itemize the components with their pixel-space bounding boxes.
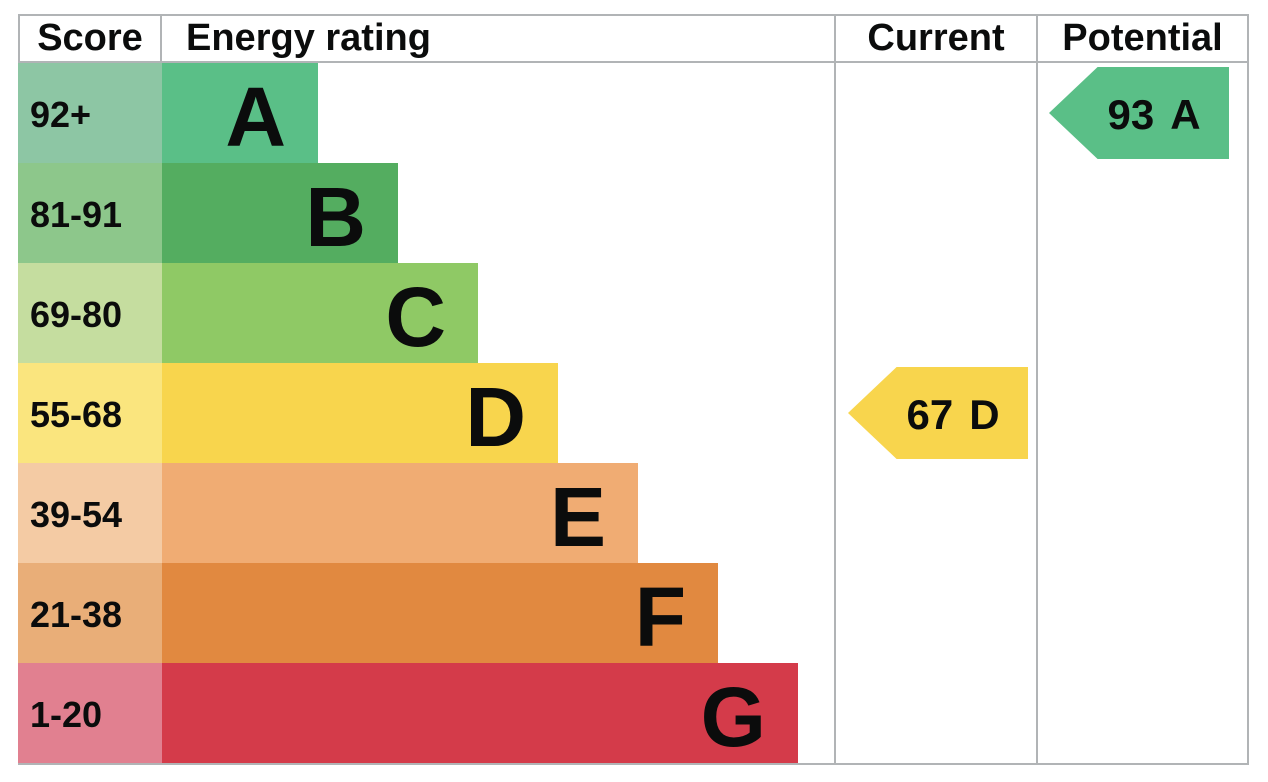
rating-grade-letter: B: [305, 170, 366, 264]
header-potential: Potential: [1062, 17, 1223, 59]
score-rating-separator: [160, 14, 162, 63]
score-band-cell-g: 1-20: [18, 663, 162, 763]
header-energy-rating: Energy rating: [186, 17, 431, 59]
table-top-border: [18, 14, 1249, 16]
rating-current-separator: [834, 14, 836, 765]
rating-bar-e: E: [162, 463, 638, 563]
rating-grade-letter: C: [385, 270, 446, 364]
header-bottom-border: [18, 61, 1249, 63]
table-right-border: [1247, 14, 1249, 765]
rating-bar-c: C: [162, 263, 478, 363]
header-left-border: [18, 14, 20, 63]
current-grade-letter: D: [969, 391, 1000, 438]
rating-grade-letter: F: [634, 570, 686, 664]
score-range-label: 55-68: [30, 394, 123, 435]
potential-rating-arrow: 93 A: [1049, 67, 1229, 159]
rating-grade-letter: A: [225, 70, 286, 164]
rating-bar-f: F: [162, 563, 718, 663]
score-band-cell-d: 55-68: [18, 363, 162, 463]
score-band-cell-b: 81-91: [18, 163, 162, 263]
rating-bar-b: B: [162, 163, 398, 263]
header-score: Score: [37, 17, 143, 59]
table-bottom-border: [18, 763, 1249, 765]
current-potential-separator: [1036, 14, 1038, 765]
score-range-label: 69-80: [30, 294, 123, 335]
score-band-cell-f: 21-38: [18, 563, 162, 663]
header-current: Current: [867, 17, 1005, 59]
rating-grade-letter: D: [465, 370, 526, 464]
potential-grade-letter: A: [1170, 91, 1201, 138]
rating-bar-g: G: [162, 663, 798, 763]
score-range-label: 21-38: [30, 594, 123, 635]
score-band-cell-a: 92+: [18, 63, 162, 163]
score-range-label: 39-54: [30, 494, 123, 535]
rating-bar-d: D: [162, 363, 558, 463]
rating-grade-letter: E: [549, 470, 606, 564]
potential-score-value: 93: [1107, 91, 1155, 138]
rating-grade-letter: G: [700, 670, 766, 764]
score-band-cell-c: 69-80: [18, 263, 162, 363]
score-range-label: 1-20: [30, 694, 103, 735]
current-rating-arrow: 67 D: [848, 367, 1028, 459]
score-band-cell-e: 39-54: [18, 463, 162, 563]
score-range-label: 92+: [30, 94, 92, 135]
current-score-value: 67: [906, 391, 954, 438]
rating-bar-a: A: [162, 63, 318, 163]
score-range-label: 81-91: [30, 194, 123, 235]
